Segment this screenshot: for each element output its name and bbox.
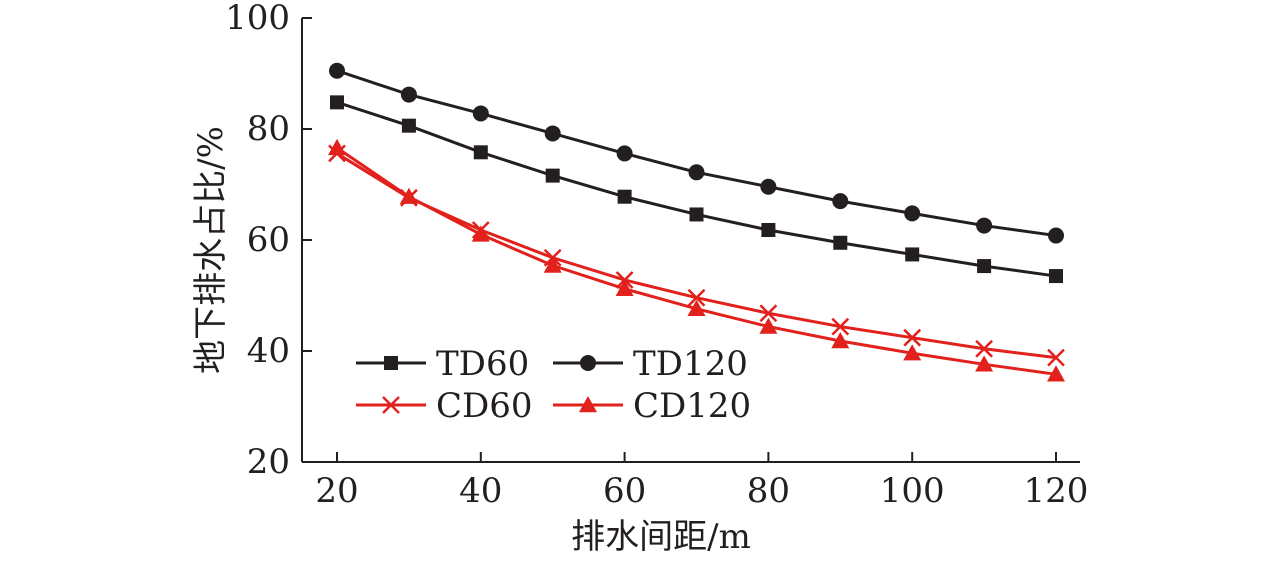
data-point-td120: [904, 205, 921, 222]
data-point-cd60: [975, 339, 993, 358]
legend-label: TD60: [436, 344, 529, 384]
data-point-cd60: [903, 328, 922, 347]
legend-item-cd60: CD60: [356, 386, 533, 426]
x-tick-label: 40: [459, 471, 502, 511]
series-td120: [329, 62, 1064, 244]
data-point-cd120: [328, 138, 346, 156]
data-point-td120: [472, 105, 489, 122]
data-point-td60: [689, 207, 704, 222]
data-point-cd120: [471, 225, 490, 242]
data-point-td60: [473, 145, 488, 160]
data-point-cd120: [831, 332, 850, 349]
data-point-td120: [976, 217, 993, 234]
data-point-td120: [400, 86, 417, 103]
x-tick-label: 120: [1024, 471, 1089, 511]
data-point-td60: [401, 118, 416, 133]
data-point-td120: [329, 62, 345, 79]
data-point-cd60: [1047, 348, 1065, 367]
data-point-td60: [761, 223, 776, 238]
x-tick-label: 20: [315, 471, 358, 511]
data-point-td60: [977, 259, 992, 274]
x-tick-label: 60: [603, 471, 646, 511]
x-axis-title: 排水间距/m: [571, 517, 751, 557]
y-tick-label: 100: [225, 0, 290, 38]
legend-marker: [384, 356, 398, 370]
series-layer: [328, 62, 1065, 382]
data-point-td60: [833, 235, 848, 250]
series-td60: [330, 95, 1063, 284]
x-ticks: 20 40 60 80 100 120: [315, 452, 1088, 511]
x-tick-label: 100: [880, 471, 945, 511]
data-point-cd120: [543, 256, 562, 273]
y-tick-label: 60: [247, 220, 290, 260]
legend-label: TD120: [633, 344, 748, 384]
series-cd120: [328, 138, 1065, 382]
legend-marker: [580, 355, 596, 371]
y-tick-label: 20: [247, 442, 290, 482]
data-point-td60: [330, 95, 344, 110]
data-point-cd120: [1047, 365, 1065, 382]
data-point-td60: [545, 168, 560, 183]
legend-marker: [382, 396, 400, 414]
y-tick-label: 80: [247, 109, 290, 149]
data-point-cd120: [759, 317, 778, 334]
legend: TD60 TD120 CD60 CD120: [356, 344, 751, 426]
data-point-cd120: [399, 187, 418, 204]
series-line-cd60: [336, 152, 1057, 360]
data-point-cd120: [903, 344, 922, 361]
legend-item-td60: TD60: [356, 344, 529, 384]
legend-label: CD120: [633, 386, 751, 426]
data-point-cd60: [759, 304, 778, 323]
data-point-td120: [688, 164, 705, 181]
legend-item-cd120: CD120: [553, 386, 751, 426]
data-point-td60: [1049, 269, 1063, 284]
data-point-cd60: [687, 288, 706, 307]
data-point-cd60: [831, 317, 850, 336]
y-ticks: 20 40 60 80 100: [225, 0, 312, 482]
data-point-td120: [832, 193, 849, 210]
data-point-td120: [544, 125, 561, 142]
legend-marker: [579, 396, 597, 413]
data-point-cd120: [975, 355, 994, 372]
data-point-td120: [616, 145, 633, 162]
data-point-td60: [905, 247, 920, 262]
data-point-cd120: [615, 279, 634, 297]
data-point-td120: [760, 178, 777, 195]
x-tick-label: 80: [747, 471, 790, 511]
legend-label: CD60: [436, 386, 533, 426]
data-point-cd120: [687, 299, 706, 317]
series-line-td60: [336, 100, 1057, 278]
data-point-td60: [617, 189, 632, 204]
y-axis-title: 地下排水占比/%: [191, 126, 231, 374]
y-tick-label: 40: [247, 331, 290, 371]
legend-item-td120: TD120: [553, 344, 748, 384]
data-point-td120: [1048, 227, 1064, 244]
